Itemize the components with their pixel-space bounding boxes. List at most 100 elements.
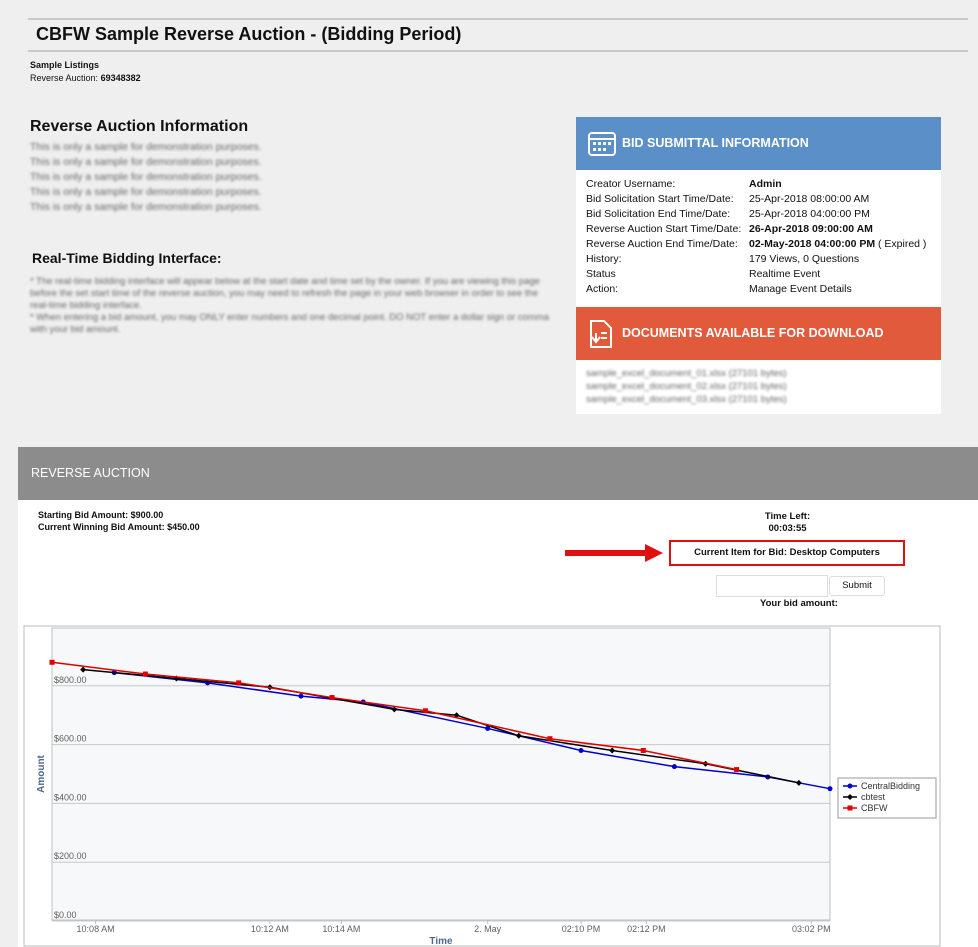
row-label: History: <box>586 253 622 265</box>
x-tick-label: 10:08 AM <box>77 924 115 934</box>
value-text: 26-Apr-2018 09:00:00 AM <box>749 223 873 235</box>
documents-header: DOCUMENTS AVAILABLE FOR DOWNLOAD <box>576 307 941 360</box>
documents-title: DOCUMENTS AVAILABLE FOR DOWNLOAD <box>622 326 884 340</box>
info-row: History: 179 Views, 0 Questions <box>586 253 859 265</box>
legend-marker <box>847 783 853 789</box>
value-text: Manage Event Details <box>749 283 852 295</box>
data-point <box>795 779 802 786</box>
info-row: Bid Solicitation Start Time/Date: 25-Apr-… <box>586 193 869 205</box>
starting-bid-label: Starting Bid Amount: <box>38 510 129 520</box>
auction-id-line: Reverse Auction: 69348382 <box>30 73 141 83</box>
data-point <box>391 706 398 713</box>
note: * When entering a bid amount, you may ON… <box>30 312 550 335</box>
row-value: Manage Event Details <box>749 283 852 295</box>
auction-id: 69348382 <box>100 73 141 83</box>
auction-label: Reverse Auction: <box>30 73 99 83</box>
data-point <box>609 747 616 754</box>
legend-marker <box>847 805 853 811</box>
current-item: Current Item for Bid: Desktop Computers <box>669 540 905 566</box>
value-text: 25-Apr-2018 08:00:00 AM <box>749 193 870 205</box>
value-note: ( Expired ) <box>878 238 927 250</box>
document-link[interactable]: sample_excel_document_01.xlsx (27101 byt… <box>586 368 787 379</box>
y-tick-label: $200.00 <box>54 851 87 861</box>
row-label: Bid Solicitation End Time/Date: <box>586 208 731 220</box>
info-row: Bid Solicitation End Time/Date: 25-Apr-20… <box>586 208 870 220</box>
y-axis-label: Amount <box>36 754 47 792</box>
document-icon <box>590 320 612 348</box>
info-lines: This is only a sample for demonstration … <box>30 140 262 215</box>
value-text: Admin <box>749 178 782 190</box>
time-left: Time Left: 00:03:55 <box>740 511 835 535</box>
info-line: This is only a sample for demonstration … <box>30 186 262 198</box>
starting-bid-value: $900.00 <box>130 510 164 520</box>
row-value: Admin <box>749 178 782 190</box>
page-title: CBFW Sample Reverse Auction - (Bidding P… <box>36 24 462 44</box>
bid-info-title: BID SUBMITTAL INFORMATION <box>622 136 809 150</box>
data-point <box>515 732 522 739</box>
data-point <box>298 693 304 699</box>
row-value: 02-May-2018 04:00:00 PM ( Expired ) <box>749 238 926 250</box>
data-point <box>329 695 335 701</box>
bid-info-header: BID SUBMITTAL INFORMATION <box>576 117 941 170</box>
y-tick-label: $0.00 <box>54 910 77 920</box>
bid-input[interactable] <box>716 575 828 597</box>
info-row: Reverse Auction Start Time/Date: 26-Apr-2… <box>586 223 873 235</box>
row-label: Action: <box>586 283 619 295</box>
row-value: Realtime Event <box>749 268 820 280</box>
value-text: Realtime Event <box>749 268 821 280</box>
document-link[interactable]: sample_excel_document_03.xlsx (27101 byt… <box>586 394 787 405</box>
side-panel: BID SUBMITTAL INFORMATION Creator Userna… <box>576 117 941 414</box>
legend-box <box>837 777 937 819</box>
legend-label: CentralBidding <box>861 781 920 791</box>
row-value: 179 Views, 0 Questions <box>749 253 859 265</box>
info-line: This is only a sample for demonstration … <box>30 171 262 183</box>
data-point <box>827 786 833 792</box>
info-row: Creator Username: Admin <box>586 178 782 190</box>
title-rule <box>28 50 968 52</box>
note: * The real-time bidding interface will a… <box>30 276 540 311</box>
x-tick-label: 2. May <box>474 924 502 934</box>
realtime-heading: Real-Time Bidding Interface: <box>32 250 222 266</box>
legend-label: cbtest <box>861 792 886 802</box>
y-tick-label: $400.00 <box>54 792 87 802</box>
data-point <box>142 671 148 677</box>
info-heading: Reverse Auction Information <box>30 118 249 135</box>
info-row: Reverse Auction End Time/Date: 02-May-201… <box>586 238 926 250</box>
time-left-label: Time Left: <box>764 511 811 522</box>
winning-bid-value: $450.00 <box>167 522 200 532</box>
plot-area <box>51 627 831 921</box>
red-arrow <box>565 544 663 562</box>
row-label: Reverse Auction End Time/Date: <box>586 238 738 250</box>
data-point <box>671 764 677 770</box>
x-tick-label: 10:14 AM <box>322 924 360 934</box>
row-value: 25-Apr-2018 04:00:00 PM <box>749 208 870 220</box>
row-value: 26-Apr-2018 09:00:00 AM <box>749 223 873 235</box>
row-label: Status <box>586 268 616 280</box>
data-point <box>485 725 491 731</box>
info-line: This is only a sample for demonstration … <box>30 141 262 153</box>
time-left-value: 00:03:55 <box>768 523 807 534</box>
data-point <box>80 666 87 673</box>
data-point <box>422 708 428 714</box>
legend-label: CBFW <box>861 803 888 813</box>
listing[interactable]: Sample Listings <box>30 60 100 70</box>
row-label: Bid Solicitation Start Time/Date: <box>586 193 734 205</box>
submit-button[interactable]: Submit <box>829 576 885 596</box>
data-point <box>236 680 242 686</box>
document-link[interactable]: sample_excel_document_02.xlsx (27101 byt… <box>586 381 787 392</box>
calendar-icon <box>588 132 616 156</box>
info-line: This is only a sample for demonstration … <box>30 156 262 168</box>
row-label: Creator Username: <box>586 178 676 190</box>
x-tick-label: 02:12 PM <box>627 924 666 934</box>
x-tick-label: 10:12 AM <box>251 924 289 934</box>
row-value: 25-Apr-2018 08:00:00 AM <box>749 193 869 205</box>
row-label: Reverse Auction Start Time/Date: <box>586 223 742 235</box>
data-point <box>49 659 55 665</box>
info-line: This is only a sample for demonstration … <box>30 201 262 213</box>
data-point <box>734 767 740 773</box>
winning-bid: Current Winning Bid Amount: $450.00 <box>38 522 200 532</box>
auction-header-title: REVERSE AUCTION <box>31 466 150 480</box>
value-text: 25-Apr-2018 04:00:00 PM <box>749 208 870 220</box>
realtime-notes: * The real-time bidding interface will a… <box>30 276 550 336</box>
